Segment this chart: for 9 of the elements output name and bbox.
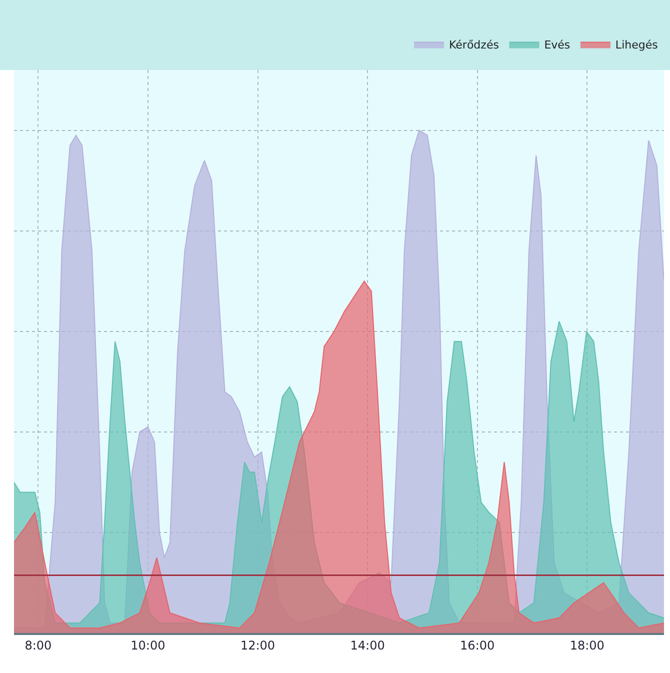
- legend-label: Lihegés: [615, 38, 658, 52]
- x-tick-label: 8:00: [24, 638, 52, 652]
- x-tick-label: 18:00: [570, 638, 604, 652]
- x-tick-label: 12:00: [240, 638, 276, 652]
- x-tick-label: 16:00: [460, 638, 495, 652]
- legend-label: Evés: [544, 38, 570, 52]
- legend-label: Kérődzés: [449, 38, 500, 52]
- x-tick-label: 10:00: [130, 638, 166, 652]
- x-tick-label: 14:00: [350, 638, 385, 652]
